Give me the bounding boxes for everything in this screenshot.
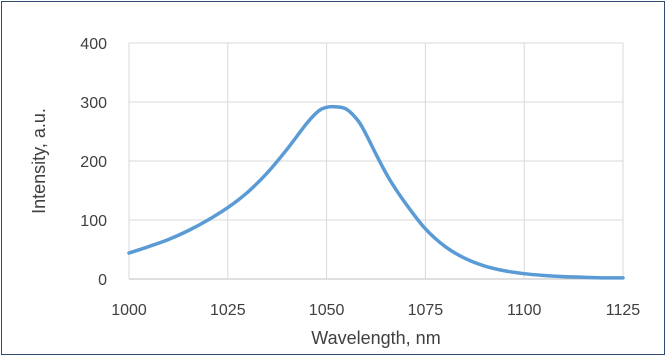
x-tick-label-1050: 1050	[309, 302, 345, 319]
series-line-0	[127, 104, 625, 280]
y-tick-labels: 0 100 200 300 400	[80, 36, 107, 289]
x-tick-label-1025: 1025	[210, 302, 246, 319]
series-layer	[127, 104, 625, 280]
x-axis-title: Wavelength, nm	[311, 328, 440, 348]
y-tick-label-400: 400	[80, 36, 107, 53]
y-tick-label-300: 300	[80, 95, 107, 112]
x-tick-label-1075: 1075	[408, 302, 444, 319]
x-tick-labels: 1000 1025 1050 1075 1100 1125	[111, 302, 640, 319]
x-tick-label-1000: 1000	[111, 302, 147, 319]
y-tick-label-200: 200	[80, 154, 107, 171]
y-axis-title: Intensity, a.u.	[29, 108, 49, 214]
grid-lines	[128, 42, 624, 280]
x-tick-label-1125: 1125	[606, 302, 641, 319]
y-tick-label-100: 100	[80, 213, 107, 230]
x-tick-label-1100: 1100	[507, 302, 542, 319]
y-tick-label-0: 0	[98, 272, 107, 289]
